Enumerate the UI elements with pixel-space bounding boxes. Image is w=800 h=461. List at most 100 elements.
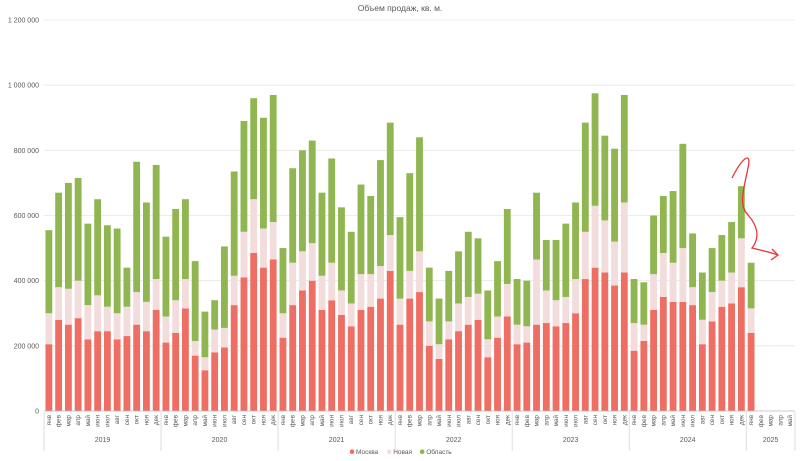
bar-segment xyxy=(221,327,228,348)
x-month-label: дек xyxy=(387,415,394,425)
bar-segment xyxy=(55,319,63,411)
bar-segment xyxy=(211,352,219,411)
bar-segment xyxy=(357,184,365,275)
bar-segment xyxy=(523,326,531,343)
bar-segment xyxy=(416,251,423,293)
bar-segment xyxy=(640,340,648,411)
bar-segment xyxy=(669,301,677,411)
bar-segment xyxy=(552,239,560,301)
bar-segment xyxy=(152,309,160,411)
x-month-label: ноя xyxy=(612,414,619,425)
x-month-label: мар xyxy=(534,415,541,427)
x-month-label: авг xyxy=(231,414,238,424)
bar-segment xyxy=(308,280,316,411)
bar-segment xyxy=(416,292,423,411)
x-month-label: фев xyxy=(407,414,414,427)
x-year-label: 2022 xyxy=(446,437,462,444)
bar-segment xyxy=(611,241,618,286)
x-month-label: июн xyxy=(95,415,102,427)
bar-segment xyxy=(494,261,501,317)
x-month-label: мар xyxy=(65,415,72,427)
bar-segment xyxy=(698,272,706,320)
x-month-label: апр xyxy=(777,415,784,426)
x-month-label: июл xyxy=(221,415,228,427)
bar-segment xyxy=(464,231,472,297)
x-month-label: май xyxy=(84,415,92,427)
bar-segment xyxy=(533,324,540,411)
x-month-label: фев xyxy=(56,414,63,427)
x-month-label: июл xyxy=(573,415,580,427)
x-month-label: янв xyxy=(163,414,170,425)
bar-segment xyxy=(94,199,102,296)
bar-segment xyxy=(728,272,736,304)
bar-segment xyxy=(620,272,628,411)
bar-segment xyxy=(338,314,345,411)
bar-segment xyxy=(425,321,433,346)
bar-segment xyxy=(728,222,736,273)
bar-segment xyxy=(338,290,345,315)
bar-segment xyxy=(425,345,433,411)
bar-segment xyxy=(260,228,267,268)
bar-segment xyxy=(630,279,638,324)
bar-segment xyxy=(591,93,599,206)
bar-segment xyxy=(708,292,716,322)
bar-segment xyxy=(728,303,736,411)
bar-segment xyxy=(601,272,609,411)
x-month-label: дек xyxy=(504,415,511,425)
bar-segment xyxy=(250,199,258,253)
x-month-label: авг xyxy=(114,414,121,424)
bar-segment xyxy=(377,298,384,411)
bar-segment xyxy=(464,324,472,411)
x-month-label: мар xyxy=(182,415,189,427)
x-month-label: дек xyxy=(270,415,277,425)
x-month-label: май xyxy=(318,415,326,427)
legend-marker xyxy=(349,449,355,455)
bar-segment xyxy=(318,275,326,310)
bar-segment xyxy=(679,248,687,302)
bar-segment xyxy=(191,340,199,356)
chart-title: Объем продаж, кв. м. xyxy=(358,3,443,13)
bar-segment xyxy=(269,94,277,223)
bar-segment xyxy=(698,319,706,345)
bar-segment xyxy=(533,259,540,325)
x-month-label: май xyxy=(786,415,794,427)
bar-segment xyxy=(445,270,453,322)
bar-segment xyxy=(581,122,589,232)
bar-segment xyxy=(279,248,287,314)
bar-segment xyxy=(142,301,150,332)
x-year-label: 2024 xyxy=(680,437,696,444)
x-month-label: ноя xyxy=(495,414,502,425)
bar-segment xyxy=(552,300,560,327)
bar-segment xyxy=(240,121,248,232)
bar-segment xyxy=(591,205,599,268)
bar-segment xyxy=(484,357,492,411)
bar-segment xyxy=(455,303,462,332)
x-month-label: июл xyxy=(104,415,111,427)
bar-segment xyxy=(279,337,287,411)
bar-segment xyxy=(484,339,492,358)
bar-segment xyxy=(299,251,306,291)
x-month-label: апр xyxy=(309,415,316,426)
x-month-label: мар xyxy=(417,415,424,427)
bar-segment xyxy=(55,192,63,288)
bar-segment xyxy=(737,186,745,239)
bar-segment xyxy=(172,332,180,411)
bar-segment xyxy=(64,324,72,411)
bar-segment xyxy=(94,295,102,332)
bar-segment xyxy=(113,339,121,411)
bar-segment xyxy=(269,259,277,411)
bar-segment xyxy=(630,323,638,351)
bar-segment xyxy=(650,274,657,310)
bar-segment xyxy=(299,290,306,411)
bar-segment xyxy=(601,135,609,221)
y-tick-label: 400 000 xyxy=(14,278,39,285)
bar-segment xyxy=(308,243,316,281)
x-month-label: мар xyxy=(768,415,775,427)
bar-segment xyxy=(260,117,267,229)
bar-segment xyxy=(737,287,745,411)
bar-segment xyxy=(708,321,716,411)
bar-segment xyxy=(513,279,521,325)
x-month-label: фев xyxy=(758,414,765,427)
bar-segment xyxy=(406,270,414,299)
bar-segment xyxy=(406,298,414,411)
